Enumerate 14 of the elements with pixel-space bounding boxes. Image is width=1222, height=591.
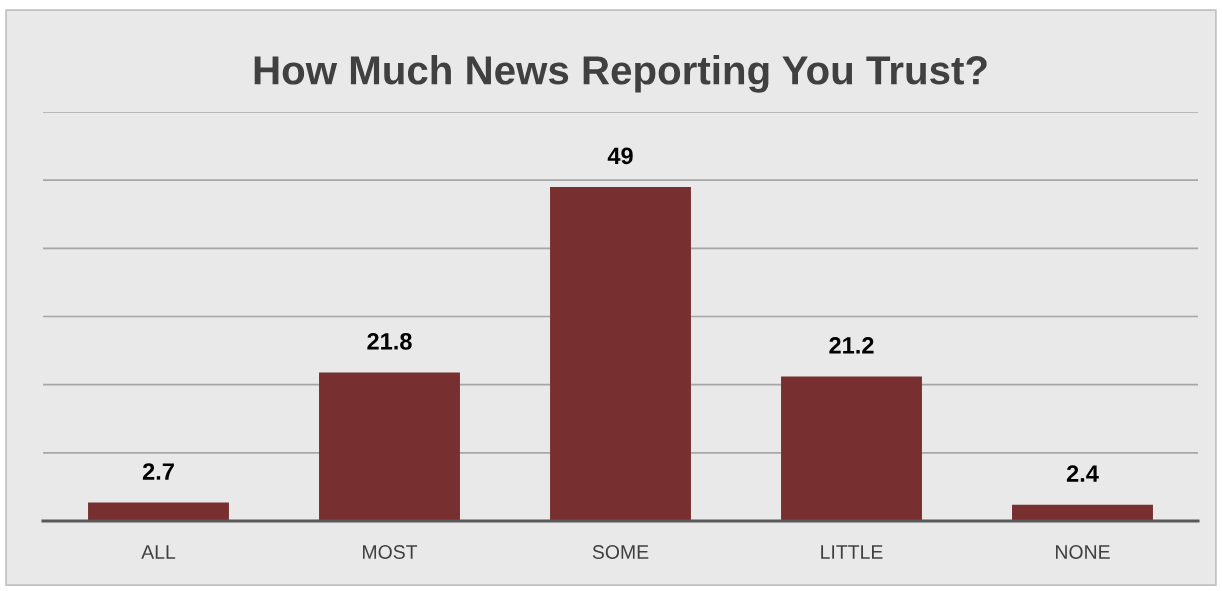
data-label: 2.7 [142, 463, 174, 480]
data-label: 21.8 [367, 332, 412, 350]
x-tick-label: SOME [592, 545, 649, 559]
bar [781, 376, 922, 521]
chart-title: How Much News Reporting You Trust? [254, 55, 987, 93]
x-tick-label: LITTLE [821, 545, 883, 559]
x-tick-label: MOST [363, 545, 418, 559]
bar [550, 186, 691, 521]
x-tick-label: ALL [141, 545, 176, 559]
data-label: 49 [607, 147, 633, 165]
x-tick-label: NONE [1056, 545, 1110, 559]
data-label: 21.2 [829, 337, 874, 354]
data-label: 2.4 [1066, 465, 1099, 482]
bar [319, 372, 460, 521]
